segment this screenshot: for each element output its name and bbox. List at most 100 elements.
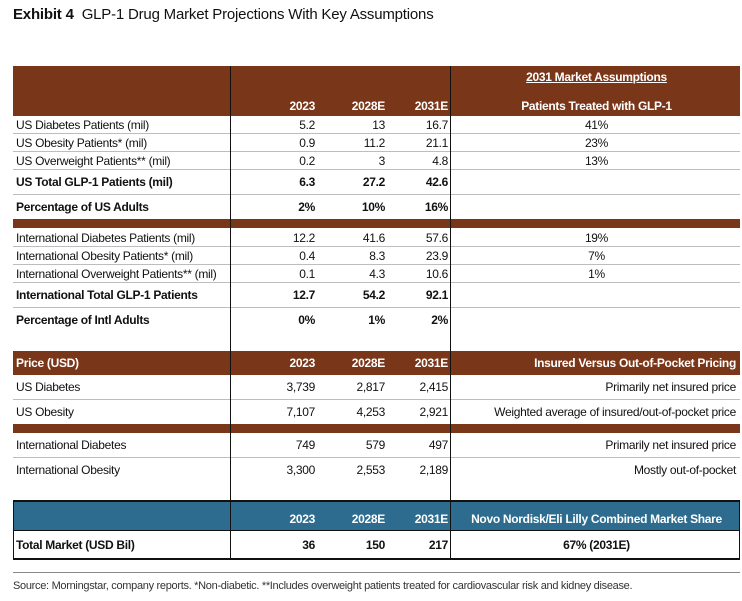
cell-2031e: 92.1 xyxy=(425,288,448,302)
exhibit-number: Exhibit 4 xyxy=(13,6,74,23)
cell-2031e: 2,189 xyxy=(419,463,448,477)
row-label: International Diabetes xyxy=(16,438,127,452)
cell-assumption: 1% xyxy=(588,266,605,281)
row-divider xyxy=(13,457,740,458)
cell-2023: 2% xyxy=(298,200,315,214)
cell-2031e: 497 xyxy=(428,438,448,452)
row-label: Percentage of US Adults xyxy=(16,200,149,214)
cell-2028e: 150 xyxy=(365,537,385,552)
cell-2028e: 13 xyxy=(372,117,385,132)
cell-2028e: 1% xyxy=(368,313,385,327)
cell-2023: 3,300 xyxy=(286,463,315,477)
table-row: International Overweight Patients** (mil… xyxy=(13,265,740,282)
header-year-2028e: 2028E xyxy=(351,356,386,370)
cell-2023: 0.2 xyxy=(299,153,315,168)
row-divider xyxy=(13,307,740,308)
section-divider-band xyxy=(13,219,740,228)
cell-2028e: 2,817 xyxy=(356,380,385,394)
row-divider xyxy=(13,246,740,247)
cell-2028e: 4.3 xyxy=(369,266,385,281)
cell-2023: 36 xyxy=(302,537,315,552)
row-label: US Obesity xyxy=(16,405,74,419)
table-border-left xyxy=(13,500,14,560)
header-year-2023: 2023 xyxy=(289,356,316,370)
row-divider xyxy=(13,264,740,265)
cell-assumption: 41% xyxy=(584,117,609,132)
cell-2023: 0% xyxy=(298,313,315,327)
exhibit-title-text: GLP-1 Drug Market Projections With Key A… xyxy=(81,6,434,23)
row-label: Percentage of Intl Adults xyxy=(16,313,150,327)
column-border-left xyxy=(230,66,231,560)
row-label: Total Market (USD Bil) xyxy=(16,537,135,552)
cell-2023: 12.7 xyxy=(292,288,315,302)
header-year-2023: 2023 xyxy=(289,99,316,113)
row-label: International Total GLP-1 Patients xyxy=(16,288,198,302)
total-market-row: Total Market (USD Bil) 36 150 217 67% (2… xyxy=(13,530,740,560)
cell-2023: 3,739 xyxy=(286,380,315,394)
cell-2028e: 3 xyxy=(378,153,386,168)
row-divider xyxy=(13,399,740,400)
cell-2023: 0.9 xyxy=(299,135,315,150)
cell-2023: 5.2 xyxy=(299,117,315,132)
cell-2023: 0.1 xyxy=(299,266,315,281)
row-divider xyxy=(13,133,740,134)
cell-assumption: 13% xyxy=(584,153,609,168)
cell-2028e: 27.2 xyxy=(362,175,385,189)
section-divider-band xyxy=(13,424,740,433)
header-year-2028e: 2028E xyxy=(351,512,386,526)
cell-2023: 749 xyxy=(295,438,315,452)
cell-2031e: 16% xyxy=(424,200,448,214)
assumptions-subtitle: Patients Treated with GLP-1 xyxy=(521,99,672,113)
cell-2023: 7,107 xyxy=(286,405,315,419)
row-label: International Obesity xyxy=(16,463,120,477)
cell-pricing: Mostly out-of-pocket xyxy=(633,463,736,477)
header-year-2023: 2023 xyxy=(289,512,316,526)
cell-2031e: 21.1 xyxy=(425,135,448,150)
intl-total-row: International Total GLP-1 Patients 12.7 … xyxy=(13,283,740,307)
cell-2028e: 8.3 xyxy=(369,248,385,263)
row-label: US Obesity Patients* (mil) xyxy=(16,135,147,150)
cell-2031e: 10.6 xyxy=(425,266,448,281)
row-divider xyxy=(13,282,740,283)
cell-assumption: 23% xyxy=(584,135,609,150)
row-label: International Overweight Patients** (mil… xyxy=(16,266,217,281)
header-row: 2023 2028E 2031E 2031 Market Assumptions… xyxy=(13,66,740,116)
cell-2031e: 42.6 xyxy=(425,175,448,189)
table-row: US Obesity 7,107 4,253 2,921 Weighted av… xyxy=(13,400,740,424)
cell-2031e: 16.7 xyxy=(425,117,448,132)
table-row: International Obesity 3,300 2,553 2,189 … xyxy=(13,458,740,482)
header-year-2031e: 2031E xyxy=(414,356,449,370)
table-row: US Diabetes Patients (mil) 5.2 13 16.7 4… xyxy=(13,116,740,133)
table-border-right xyxy=(739,500,740,560)
header-year-2031e: 2031E xyxy=(414,99,449,113)
table-row: International Obesity Patients* (mil) 0.… xyxy=(13,247,740,264)
table-row: US Diabetes 3,739 2,817 2,415 Primarily … xyxy=(13,375,740,399)
header-year-2031e: 2031E xyxy=(414,512,449,526)
cell-2023: 6.3 xyxy=(299,175,315,189)
row-label: US Diabetes Patients (mil) xyxy=(16,117,149,132)
price-header-row: Price (USD) 2023 2028E 2031E Insured Ver… xyxy=(13,351,740,375)
row-divider xyxy=(13,194,740,195)
table-row: International Diabetes Patients (mil) 12… xyxy=(13,229,740,246)
table-row: International Diabetes 749 579 497 Prima… xyxy=(13,433,740,457)
cell-2028e: 2,553 xyxy=(356,463,385,477)
cell-2031e: 2% xyxy=(431,313,448,327)
cell-assumption: 19% xyxy=(584,230,609,245)
assumptions-title: 2031 Market Assumptions xyxy=(526,70,667,84)
cell-2028e: 579 xyxy=(365,438,385,452)
market-share-value: 67% (2031E) xyxy=(563,537,630,552)
cell-2031e: 57.6 xyxy=(425,230,448,245)
row-divider xyxy=(13,169,740,170)
cell-2031e: 2,921 xyxy=(419,405,448,419)
cell-2028e: 54.2 xyxy=(362,288,385,302)
cell-2031e: 4.8 xyxy=(432,153,448,168)
row-label: US Total GLP-1 Patients (mil) xyxy=(16,175,173,189)
table-row: US Obesity Patients* (mil) 0.9 11.2 21.1… xyxy=(13,134,740,151)
projection-table: 2023 2028E 2031E 2031 Market Assumptions… xyxy=(13,66,740,560)
exhibit-title: Exhibit 4 GLP-1 Drug Market Projections … xyxy=(13,6,434,23)
us-pct-row: Percentage of US Adults 2% 10% 16% xyxy=(13,195,740,219)
intl-pct-row: Percentage of Intl Adults 0% 1% 2% xyxy=(13,308,740,332)
market-share-header: Novo Nordisk/Eli Lilly Combined Market S… xyxy=(471,512,722,526)
cell-2031e: 217 xyxy=(428,537,448,552)
us-total-row: US Total GLP-1 Patients (mil) 6.3 27.2 4… xyxy=(13,170,740,194)
